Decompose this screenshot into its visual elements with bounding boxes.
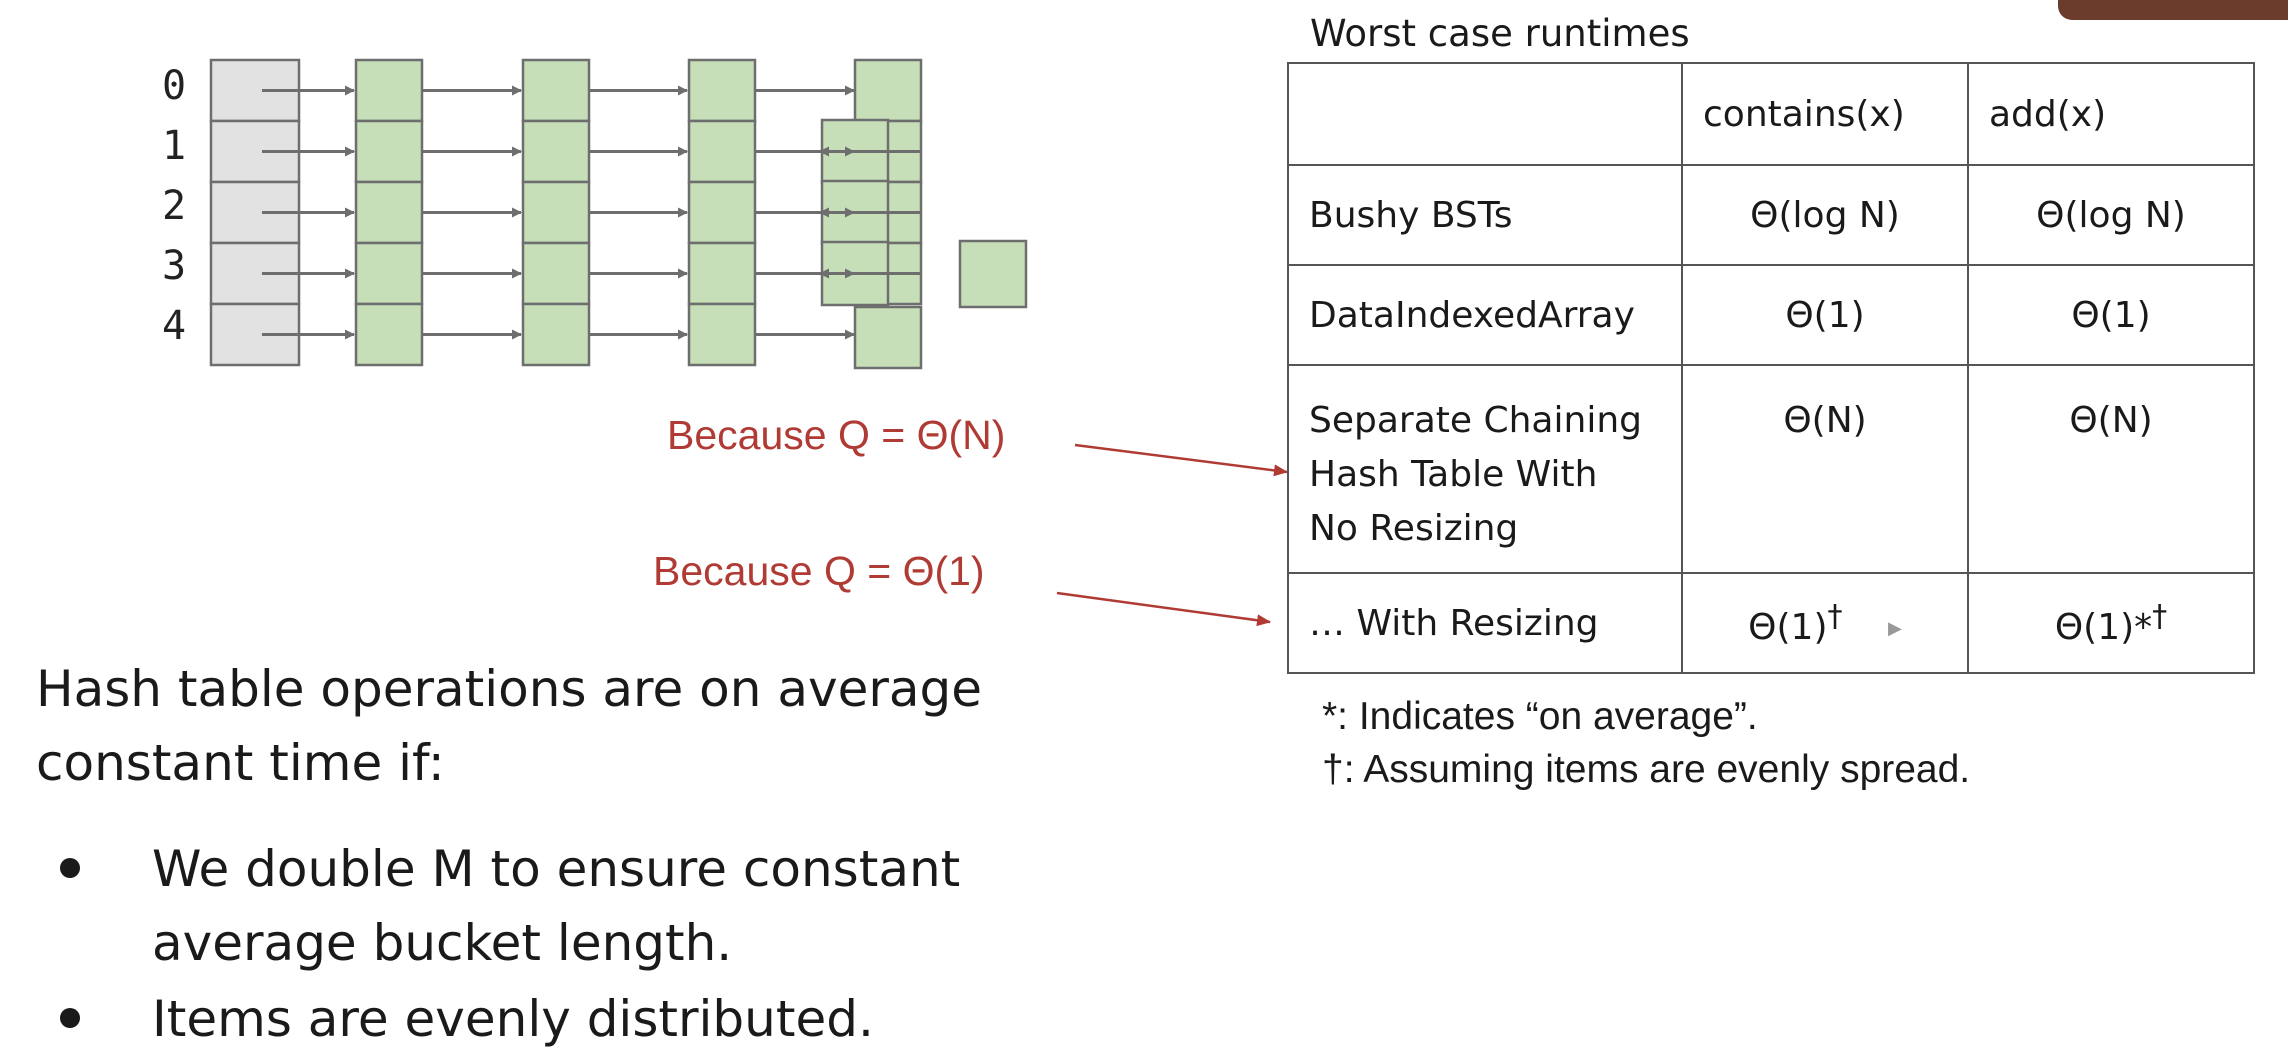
add-cell: Θ(1) (1967, 264, 2255, 366)
annotation-resize: Because Q = Θ(1) (653, 548, 985, 594)
contains-cell: Θ(1)† ▶ (1681, 572, 1969, 674)
footnote: *: Indicates “on average”. (1322, 695, 1758, 738)
row-name: … With Resizing (1287, 572, 1683, 674)
chain-node (958, 239, 1028, 309)
arrow-to-no-resizing-row (1074, 443, 1288, 477)
summary-intro: Hash table operations are on average con… (36, 660, 983, 792)
chain-node (687, 241, 757, 306)
row-name-line: No Resizing (1309, 508, 1519, 549)
chain-node (687, 58, 757, 123)
add-value: Θ(1)* (2054, 606, 2153, 648)
row-name-line: Separate Chaining (1309, 400, 1642, 441)
contains-value: Θ(1) (1748, 606, 1828, 648)
arrow-to-resizing-row (1056, 591, 1271, 627)
chain-node (521, 180, 591, 245)
row-name: DataIndexedArray (1287, 264, 1683, 366)
footnote: †: Assuming items are evenly spread. (1322, 748, 1971, 791)
bullet-item: We double M to ensure constant average b… (60, 832, 1060, 980)
webcam-overlay (2058, 0, 2288, 20)
contains-cell: Θ(1) (1681, 264, 1969, 366)
chain-node (354, 241, 424, 306)
chain-node (354, 302, 424, 367)
header-cell-empty (1287, 62, 1683, 166)
dagger-mark: † (2152, 598, 2168, 634)
bucket-label: 4 (162, 303, 187, 349)
header-cell-add: add(x) (1967, 62, 2255, 166)
chain-node (521, 58, 591, 123)
annotation-no-resize: Because Q = Θ(N) (667, 412, 1006, 458)
add-cell: Θ(N) (1967, 364, 2255, 574)
chain-node (521, 241, 591, 306)
bullet-text: We double M to ensure constant average b… (152, 840, 961, 972)
table-header-row: contains(x) add(x) (1287, 62, 2255, 166)
chain-node (687, 119, 757, 184)
table-row: … With Resizing Θ(1)† ▶ Θ(1)*† (1287, 572, 2255, 674)
contains-cell: Θ(log N) (1681, 164, 1969, 266)
chain-node (354, 119, 424, 184)
bullet-item: Items are evenly distributed. (60, 982, 1060, 1056)
table-title: Worst case runtimes (1310, 12, 1690, 55)
bucket-label: 3 (162, 243, 187, 289)
chain-node (354, 180, 424, 245)
row-name-line: Hash Table With (1309, 454, 1598, 495)
row-name: Separate Chaining Hash Table With No Res… (1287, 364, 1683, 574)
bullet-dot-icon (60, 1008, 80, 1028)
dagger-mark: † (1827, 598, 1843, 634)
pointer-cursor-icon: ▶ (1887, 618, 1902, 639)
bucket-label: 0 (162, 63, 187, 109)
hash-table-diagram (209, 58, 1028, 370)
bullet-text: Items are evenly distributed. (152, 990, 874, 1048)
table-row: DataIndexedArray Θ(1) Θ(1) (1287, 264, 2255, 366)
chain-node (354, 58, 424, 123)
add-cell: Θ(1)*† (1967, 572, 2255, 674)
contains-cell: Θ(N) (1681, 364, 1969, 574)
chain-node (687, 302, 757, 367)
add-cell: Θ(log N) (1967, 164, 2255, 266)
bucket-label: 1 (162, 123, 187, 169)
header-cell-contains: contains(x) (1681, 62, 1969, 166)
row-name: Bushy BSTs (1287, 164, 1683, 266)
chain-node (521, 119, 591, 184)
summary-bullets: We double M to ensure constant average b… (60, 832, 1060, 1058)
chain-node (853, 305, 923, 370)
runtime-table: contains(x) add(x) Bushy BSTs Θ(log N) Θ… (1287, 62, 2255, 674)
bullet-dot-icon (60, 858, 80, 878)
chain-node (853, 58, 923, 123)
table-row: Bushy BSTs Θ(log N) Θ(log N) (1287, 164, 2255, 266)
footnotes: *: Indicates “on average”. †: Assuming i… (1322, 690, 1970, 796)
chain-node (521, 302, 591, 367)
chain-node (687, 180, 757, 245)
table-row: Separate Chaining Hash Table With No Res… (1287, 364, 2255, 574)
bucket-label: 2 (162, 183, 187, 229)
